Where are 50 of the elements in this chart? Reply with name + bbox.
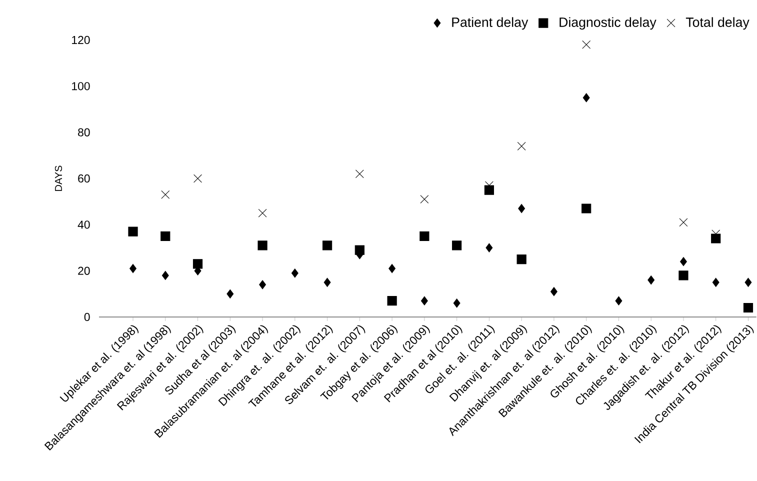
point [518, 204, 526, 214]
point [259, 280, 266, 290]
point [680, 257, 687, 266]
point [355, 170, 364, 178]
legend-label: Total delay [686, 17, 750, 30]
point [387, 296, 397, 306]
point [324, 278, 331, 287]
y-tick-label: 0 [84, 312, 90, 322]
point [226, 289, 234, 298]
point [582, 93, 590, 102]
point [192, 259, 203, 269]
point [388, 264, 396, 274]
point [582, 40, 591, 49]
y-tick-label: 40 [78, 220, 90, 229]
y-axis-title: DAYS [54, 166, 62, 191]
y-tick-label: 60 [78, 174, 90, 183]
point [743, 302, 754, 313]
point [712, 278, 720, 287]
point [291, 268, 298, 278]
point [711, 234, 721, 244]
point [420, 195, 429, 204]
point [517, 142, 526, 150]
point [550, 287, 558, 296]
point [160, 231, 170, 241]
point [162, 270, 169, 280]
point [322, 240, 332, 250]
point [453, 298, 460, 308]
point [194, 174, 202, 183]
point [452, 240, 462, 250]
y-tick-label: 100 [72, 82, 90, 90]
legend-label: Patient delay [452, 17, 528, 30]
point [128, 226, 138, 236]
y-tick-label: 20 [78, 266, 90, 275]
y-tick-label: 120 [72, 36, 90, 44]
legend-label: Diagnostic delay [560, 17, 656, 30]
point [258, 240, 268, 250]
point [258, 208, 267, 218]
point [648, 276, 655, 285]
point [420, 296, 428, 306]
point [582, 204, 592, 214]
point [161, 190, 170, 199]
point [420, 231, 430, 241]
y-tick-label: 80 [78, 128, 90, 136]
point [130, 264, 136, 274]
point [484, 185, 494, 195]
point [516, 254, 526, 264]
point [486, 243, 493, 252]
point [678, 270, 688, 280]
point [615, 296, 622, 306]
point [679, 218, 688, 227]
